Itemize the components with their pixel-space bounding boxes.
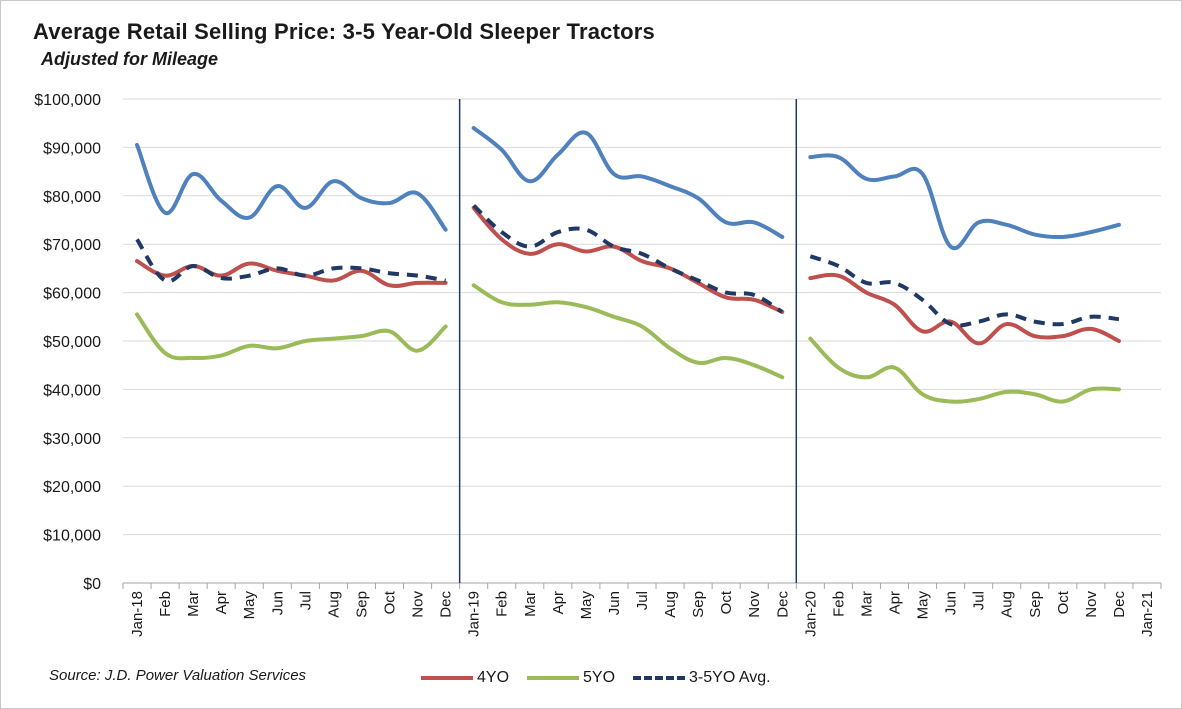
- series-line-avg_unlabeled: [135, 142, 448, 232]
- x-tick-label: Nov: [746, 591, 763, 618]
- x-tick-label: Nov: [410, 591, 427, 618]
- x-tick-label: May: [578, 591, 595, 620]
- y-tick-label: $10,000: [43, 528, 101, 545]
- series-line-avg_unlabeled: [471, 126, 785, 239]
- x-tick-label: Apr: [886, 591, 903, 614]
- chart-title: Average Retail Selling Price: 3-5 Year-O…: [33, 19, 655, 44]
- x-tick-label: Jan-19: [466, 591, 483, 637]
- x-tick-label: May: [915, 591, 932, 620]
- x-tick-label: Mar: [858, 591, 875, 617]
- legend-label-5yo: 5YO: [583, 669, 616, 686]
- x-tick-label: Jul: [971, 591, 988, 610]
- x-tick-label: Feb: [157, 591, 174, 617]
- legend-item-5yo: 5YO: [527, 669, 615, 687]
- x-tick-label: Jun: [943, 591, 960, 615]
- x-tick-label: Apr: [550, 591, 567, 614]
- series-line-5yo: [471, 283, 785, 380]
- x-tick-label: Oct: [718, 590, 735, 614]
- x-tick-label: Dec: [1111, 591, 1128, 618]
- source-note: Source: J.D. Power Valuation Services: [49, 667, 307, 684]
- series-line-avg_3_5: [472, 204, 784, 314]
- legend-swatch-5yo: [527, 676, 580, 680]
- x-tick-label: Mar: [185, 591, 202, 617]
- x-tick-label: Aug: [325, 591, 342, 618]
- legend: 4YO 5YO 3-5YO Avg.: [421, 669, 789, 687]
- x-tick-label: Feb: [830, 591, 847, 617]
- chart-subtitle: Adjusted for Mileage: [41, 49, 219, 69]
- series-line-5yo: [808, 336, 1121, 404]
- y-tick-label: $70,000: [43, 237, 101, 254]
- legend-label-4yo: 4YO: [477, 669, 510, 686]
- x-tick-label: Oct: [1055, 590, 1072, 614]
- series-line-avg_3_5: [135, 238, 446, 284]
- y-tick-label: $50,000: [43, 334, 101, 351]
- series-line-4yo: [808, 272, 1121, 346]
- x-tick-label: Jul: [634, 591, 651, 610]
- x-tick-label: Apr: [213, 591, 230, 614]
- y-tick-label: $90,000: [43, 140, 101, 157]
- y-tick-label: $20,000: [43, 479, 101, 496]
- series-line-avg_unlabeled: [808, 153, 1121, 251]
- x-tick-label: Jun: [606, 591, 623, 615]
- line-chart: $0 $10,000 $20,000 $30,000 $40,000 $50,000 $60…: [34, 92, 1162, 637]
- x-tick-label: Jul: [297, 591, 314, 610]
- legend-swatch-4yo: [421, 676, 473, 680]
- y-tick-label: $80,000: [43, 189, 101, 206]
- x-tick-label: Nov: [1083, 591, 1100, 618]
- x-tick-label: Dec: [774, 591, 791, 618]
- series-line-avg_3_5: [809, 254, 1120, 328]
- legend-item-avg: 3-5YO Avg.: [633, 669, 771, 687]
- x-tick-label: Jan-21: [1139, 591, 1156, 637]
- x-tick-label: Mar: [522, 591, 539, 617]
- x-tick-label: Aug: [999, 591, 1016, 618]
- x-tick-label: Jan-20: [802, 591, 819, 637]
- legend-item-4yo: 4YO: [421, 669, 509, 687]
- x-tick-label: Oct: [382, 590, 399, 614]
- y-tick-label: $40,000: [43, 382, 101, 399]
- series-line-4yo: [471, 205, 785, 314]
- y-tick-label: $0: [83, 576, 101, 593]
- x-tick-label: Sep: [1027, 591, 1044, 618]
- x-tick-label: Aug: [662, 591, 679, 618]
- series-line-5yo: [135, 312, 448, 361]
- x-tick-label: Dec: [438, 591, 455, 618]
- x-tick-label: Jan-18: [129, 591, 146, 637]
- x-tick-label: Feb: [494, 591, 511, 617]
- y-tick-label: $60,000: [43, 286, 101, 303]
- legend-swatch-avg: [633, 676, 686, 680]
- legend-label-avg: 3-5YO Avg.: [689, 669, 771, 686]
- y-tick-label: $100,000: [34, 92, 101, 109]
- x-tick-label: Jun: [269, 591, 286, 615]
- x-tick-label: Sep: [353, 591, 370, 618]
- x-tick-label: May: [241, 591, 258, 620]
- y-tick-label: $30,000: [43, 431, 101, 448]
- x-tick-label: Sep: [690, 591, 707, 618]
